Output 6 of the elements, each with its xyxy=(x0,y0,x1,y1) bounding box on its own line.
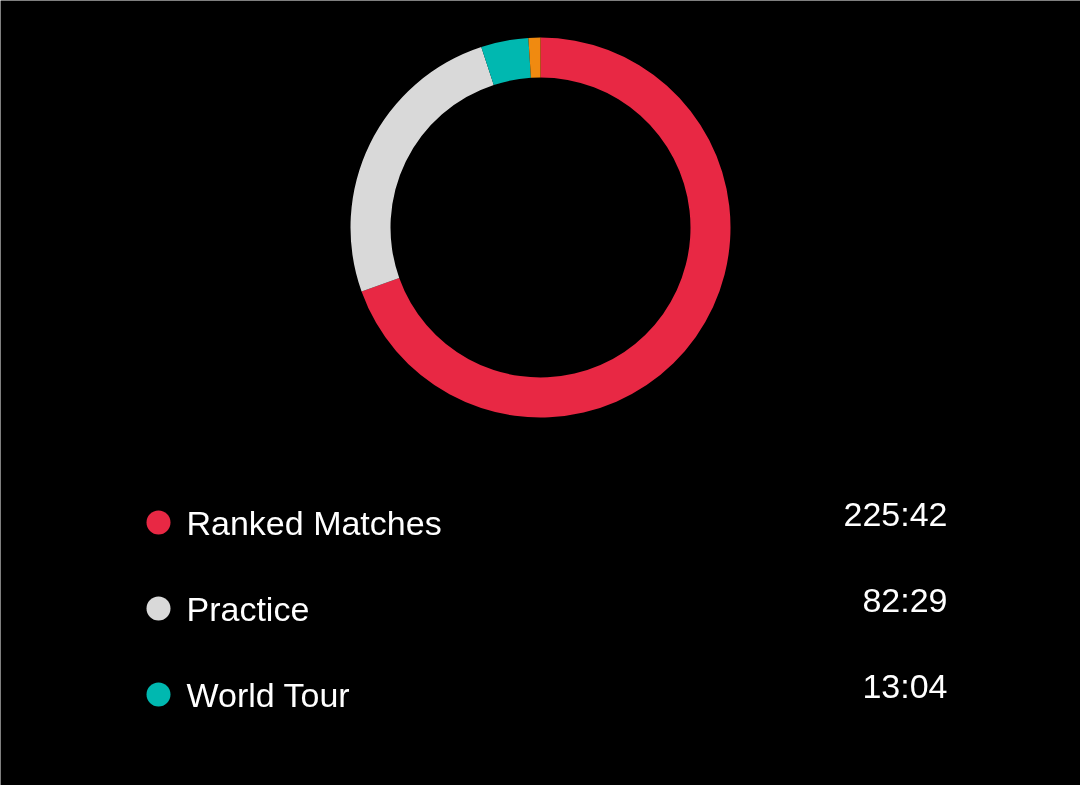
legend-label: World Tour xyxy=(186,675,350,714)
data-label: 225:42 xyxy=(843,494,948,533)
legend-label: Ranked Matches xyxy=(186,503,442,542)
data-label: 82:29 xyxy=(862,580,948,619)
data-label: 13:04 xyxy=(862,666,948,705)
legend-label: Practice xyxy=(186,589,310,628)
